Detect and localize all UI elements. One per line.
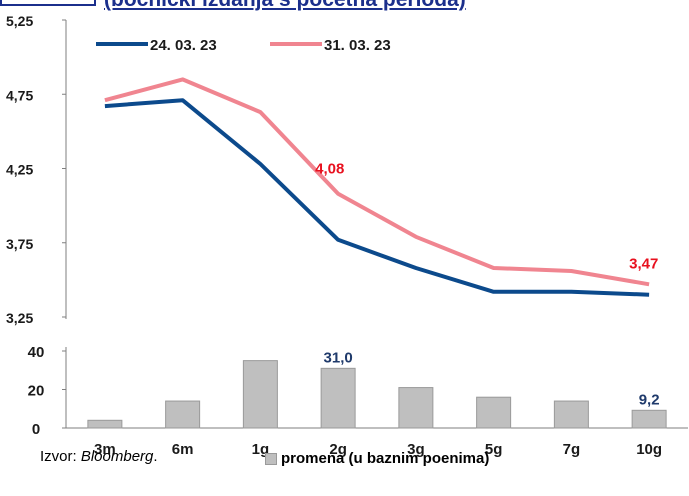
line-data-label: 3,47 (629, 255, 658, 272)
source-prefix: Izvor: (40, 448, 81, 465)
line-y-tick-label: 5,25 (6, 13, 33, 29)
x-tick-label: 10g (636, 441, 662, 458)
line-y-tick-label: 4,25 (6, 162, 33, 178)
legend-label-1: 24. 03. 23 (150, 37, 217, 54)
title-box (0, 0, 96, 6)
x-tick-label: 3m (94, 441, 116, 458)
bar (476, 396, 512, 429)
x-tick-label: 7g (563, 441, 581, 458)
bar-legend-label: promena (u baznim poenima) (281, 450, 490, 467)
line-series-1 (104, 98, 650, 297)
bar-legend: promena (u baznim poenima) (265, 450, 489, 467)
source-note: Izvor: Bloomberg. (40, 448, 158, 465)
bar-chart: 40 20 0 31,0 9,2 3m 6m 1g 2g 3g 5g 7g 10g (28, 344, 688, 458)
chart-title: (bočnički izdanja s početna perioda) (104, 0, 466, 12)
source-name: Bloomberg (80, 448, 154, 465)
source-suffix: . (153, 448, 158, 465)
line-series-2 (104, 77, 650, 287)
x-tick-label: 2g (329, 441, 347, 458)
bar-y-tick-label: 40 (28, 344, 45, 361)
x-tick-label: 3g (407, 441, 425, 458)
bar-data-label: 31,0 (324, 349, 353, 366)
line-y-tick-label: 3,75 (6, 236, 33, 252)
x-tick-label: 5g (485, 441, 503, 458)
bar (553, 400, 589, 429)
line-data-label: 4,08 (315, 161, 344, 178)
bar (398, 387, 434, 429)
bar (165, 400, 201, 429)
line-y-tick-label: 3,25 (6, 310, 33, 326)
bar (631, 409, 667, 429)
bar-legend-swatch (265, 452, 277, 465)
bar-data-label: 9,2 (639, 391, 660, 408)
bar-y-tick-label: 0 (32, 421, 40, 438)
bar-y-tick-label: 20 (28, 383, 45, 400)
bar (242, 360, 278, 429)
legend-label-2: 31. 03. 23 (324, 37, 391, 54)
line-chart: 5,25 4,75 4,25 3,75 3,25 24. 03. 23 31. 03. 23… (6, 13, 658, 326)
x-tick-label: 1g (252, 441, 270, 458)
bar (320, 367, 356, 429)
x-tick-label: 6m (172, 441, 194, 458)
bar (87, 419, 123, 429)
line-y-tick-label: 4,75 (6, 87, 33, 103)
